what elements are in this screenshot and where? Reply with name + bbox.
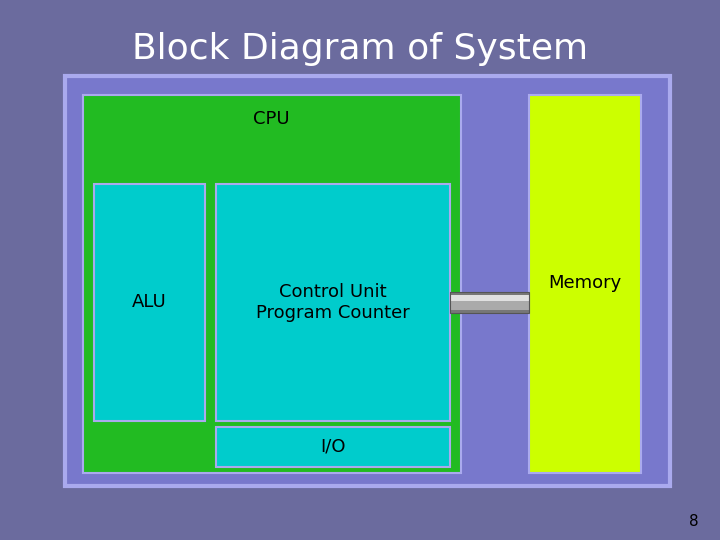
Bar	[529, 94, 641, 472]
Bar	[216, 427, 450, 467]
Text: 8: 8	[689, 514, 698, 529]
Text: Control Unit
Program Counter: Control Unit Program Counter	[256, 283, 410, 322]
Bar	[83, 94, 461, 472]
Text: Block Diagram of System: Block Diagram of System	[132, 32, 588, 65]
Bar	[94, 184, 205, 421]
Text: ALU: ALU	[132, 293, 167, 312]
Bar	[216, 184, 450, 421]
Text: CPU: CPU	[253, 110, 290, 128]
Bar	[450, 295, 529, 301]
Bar	[450, 295, 529, 309]
Text: I/O: I/O	[320, 438, 346, 456]
Bar	[65, 76, 670, 486]
Text: Memory: Memory	[549, 274, 621, 293]
Bar	[450, 292, 529, 313]
Bar	[450, 292, 529, 313]
